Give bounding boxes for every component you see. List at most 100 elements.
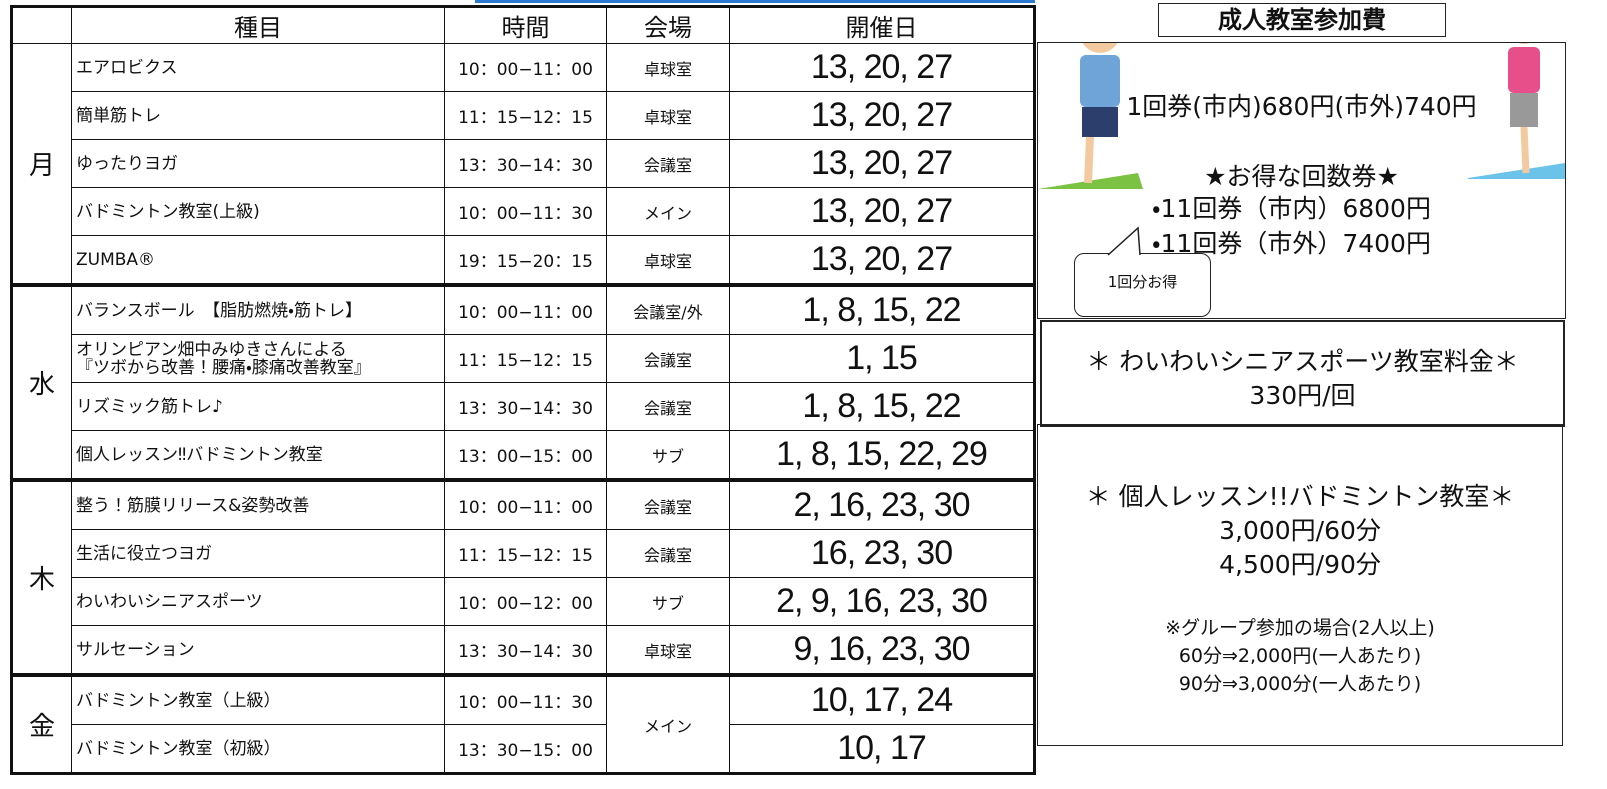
schedule-table: 種目 時間 会場 開催日 月エアロビクス 10：00−11：00 卓球室 13, 20… xyxy=(10,5,1036,775)
time-cell: 13：30−14：30 xyxy=(444,139,607,188)
dates-cell: 13, 20, 27 xyxy=(729,187,1035,236)
dates-cell: 10, 17 xyxy=(729,724,1035,774)
table-row: 月エアロビクス 10：00−11：00 卓球室 13, 20, 27 xyxy=(11,43,1035,286)
event-cell: わいわいシニアスポーツ xyxy=(71,577,445,626)
time-cell: 11：15−12：15 xyxy=(444,91,607,140)
venue-cell: 会議室 xyxy=(606,139,730,188)
venue-cell: 卓球室 xyxy=(606,235,730,286)
time-cell: 10：00−11：00 xyxy=(444,283,607,335)
event-cell: リズミック筋トレ♪ xyxy=(71,382,445,431)
time-cell: 13：30−14：30 xyxy=(444,382,607,431)
table-row: 生活に役立つヨガ 11：15−12：15 会議室 16, 23, 30 xyxy=(12,529,1035,578)
venue-cell: 会議室 xyxy=(606,529,730,578)
time-cell: 11：15−12：15 xyxy=(444,529,607,578)
event-cell: 簡単筋トレ xyxy=(71,91,445,140)
table-row: バドミントン教室（初級） 13：30−15：00 10, 17 xyxy=(12,724,1035,774)
time-cell: 10：00−11：30 xyxy=(444,673,607,725)
lesson-box: ＊ 個人レッスン!!バドミントン教室＊ 3,000円/60分 4,500円/90… xyxy=(1037,424,1563,746)
time-cell: 13：30−15：00 xyxy=(444,724,607,774)
event-cell: 生活に役立つヨガ xyxy=(71,529,445,578)
table-row: 個人レッスン‼バドミントン教室 13：00−15：00 サブ 1, 8, 15, 22… xyxy=(12,430,1035,481)
table-row: サルセーション 13：30−14：30 卓球室 9, 16, 23, 30 xyxy=(12,625,1035,676)
dates-cell: 10, 17, 24 xyxy=(729,673,1035,725)
table-row: リズミック筋トレ♪ 13：30−14：30 会議室 1, 8, 15, 22 xyxy=(12,382,1035,431)
table-row: ZUMBA® 19：15−20：15 卓球室 13, 20, 27 xyxy=(12,235,1035,286)
bundle-title: ★お得な回数券★ xyxy=(1204,162,1399,191)
group-note: ※グループ参加の場合(2人以上) xyxy=(1165,617,1435,639)
header-blank xyxy=(11,6,72,44)
single-ticket: 1回券(市内)680円(市外)740円 xyxy=(1126,92,1477,121)
time-cell: 11：15−12：15 xyxy=(444,334,607,383)
event-cell: バドミントン教室(上級) xyxy=(71,187,445,236)
ticket-box: 1回券(市内)680円(市外)740円 ★お得な回数券★ ・11回券（市内）68… xyxy=(1037,42,1566,319)
header-cell: 会場 xyxy=(606,6,730,44)
event-cell: エアロビクス xyxy=(71,43,445,92)
time-cell: 13：30−14：30 xyxy=(444,625,607,676)
venue-cell: 卓球室 xyxy=(606,91,730,140)
time-cell: 13：00−15：00 xyxy=(444,430,607,481)
dates-cell: 1, 8, 15, 22 xyxy=(729,382,1035,431)
event-cell: 個人レッスン‼バドミントン教室 xyxy=(71,430,445,481)
event-cell: バドミントン教室（初級） xyxy=(71,724,445,774)
event-cell: オリンピアン畑中みゆきさんによる 『ツボから改善！腰痛・膝痛改善教室』 xyxy=(71,334,445,383)
table-row: ゆったりヨガ 13：30−14：30 会議室 13, 20, 27 xyxy=(12,139,1035,188)
header-cell: 開催日 xyxy=(729,6,1035,44)
dates-cell: 9, 16, 23, 30 xyxy=(729,625,1035,676)
time-cell: 10：00−11：00 xyxy=(444,43,607,92)
bundle-line: ・11回券（市内）6800円 xyxy=(1152,194,1431,223)
lesson-price: 4,500円/90分 xyxy=(1219,550,1381,579)
dates-cell: 1, 15 xyxy=(729,334,1035,383)
event-cell: バドミントン教室（上級） xyxy=(71,673,445,725)
day-cell: 木 xyxy=(11,478,72,676)
venue-cell: 会議室/外 xyxy=(606,283,730,335)
senior-box: ＊ わいわいシニアスポーツ教室料金＊ 330円/回 xyxy=(1040,320,1565,427)
table-row: 金バドミントン教室（上級） 10：00−11：30 メイン 10, 17, 24 xyxy=(11,673,1035,774)
time-cell: 10：00−12：00 xyxy=(444,577,607,626)
dates-cell: 13, 20, 27 xyxy=(729,139,1035,188)
table-row: わいわいシニアスポーツ 10：00−12：00 サブ 2, 9, 16, 23, 30 xyxy=(12,577,1035,626)
event-cell: サルセーション xyxy=(71,625,445,676)
lesson-price: 3,000円/60分 xyxy=(1219,516,1381,545)
venue-cell: 会議室 xyxy=(606,478,730,530)
table-row: 水バランスボール 【脂肪燃焼・筋トレ】 10：00−11：00 会議室/外 1, 8,… xyxy=(11,283,1035,481)
event-cell: ゆったりヨガ xyxy=(71,139,445,188)
lesson-title: ＊ 個人レッスン!!バドミントン教室＊ xyxy=(1085,482,1515,511)
venue-cell: サブ xyxy=(606,577,730,626)
dates-cell: 1, 8, 15, 22 xyxy=(729,283,1035,335)
venue-cell: 卓球室 xyxy=(606,43,730,92)
dates-cell: 13, 20, 27 xyxy=(729,91,1035,140)
senior-price: 330円/回 xyxy=(1249,381,1356,410)
venue-cell: 会議室 xyxy=(606,382,730,431)
table-row: オリンピアン畑中みゆきさんによる 『ツボから改善！腰痛・膝痛改善教室』 11：15… xyxy=(12,334,1035,383)
dates-cell: 13, 20, 27 xyxy=(729,235,1035,286)
time-cell: 10：00−11：00 xyxy=(444,478,607,530)
event-cell: 整う！筋膜リリース&姿勢改善 xyxy=(71,478,445,530)
group-price: 90分⇒3,000分(一人あたり) xyxy=(1178,673,1422,695)
time-cell: 19：15−20：15 xyxy=(444,235,607,286)
venue-cell: サブ xyxy=(606,430,730,481)
day-cell: 水 xyxy=(11,283,72,481)
table-row: 簡単筋トレ 11：15−12：15 卓球室 13, 20, 27 xyxy=(12,91,1035,140)
day-cell: 金 xyxy=(11,673,72,774)
dates-cell: 16, 23, 30 xyxy=(729,529,1035,578)
venue-cell: 卓球室 xyxy=(606,625,730,676)
event-cell: ZUMBA® xyxy=(71,235,445,286)
illustrations xyxy=(1038,43,1565,256)
callout: 1回分お得 xyxy=(1074,253,1211,317)
dates-cell: 13, 20, 27 xyxy=(729,43,1035,92)
table-row: バドミントン教室(上級) 10：00−11：30 メイン 13, 20, 27 xyxy=(12,187,1035,236)
time-cell: 10：00−11：30 xyxy=(444,187,607,236)
header-cell: 時間 xyxy=(444,6,607,44)
dates-cell: 1, 8, 15, 22, 29 xyxy=(729,430,1035,481)
senior-title: ＊ わいわいシニアスポーツ教室料金＊ xyxy=(1086,347,1519,376)
venue-cell: メイン xyxy=(606,673,730,774)
header-row: 種目 時間 会場 開催日 xyxy=(11,6,1035,44)
group-price: 60分⇒2,000円(一人あたり) xyxy=(1178,645,1422,667)
venue-cell: 会議室 xyxy=(606,334,730,383)
header-cell: 種目 xyxy=(71,6,445,44)
event-cell: バランスボール 【脂肪燃焼・筋トレ】 xyxy=(71,283,445,335)
table-row: 木整う！筋膜リリース&姿勢改善 10：00−11：00 会議室 2, 16, 23, … xyxy=(11,478,1035,676)
venue-cell: メイン xyxy=(606,187,730,236)
fee-title: 成人教室参加費 xyxy=(1158,3,1446,37)
